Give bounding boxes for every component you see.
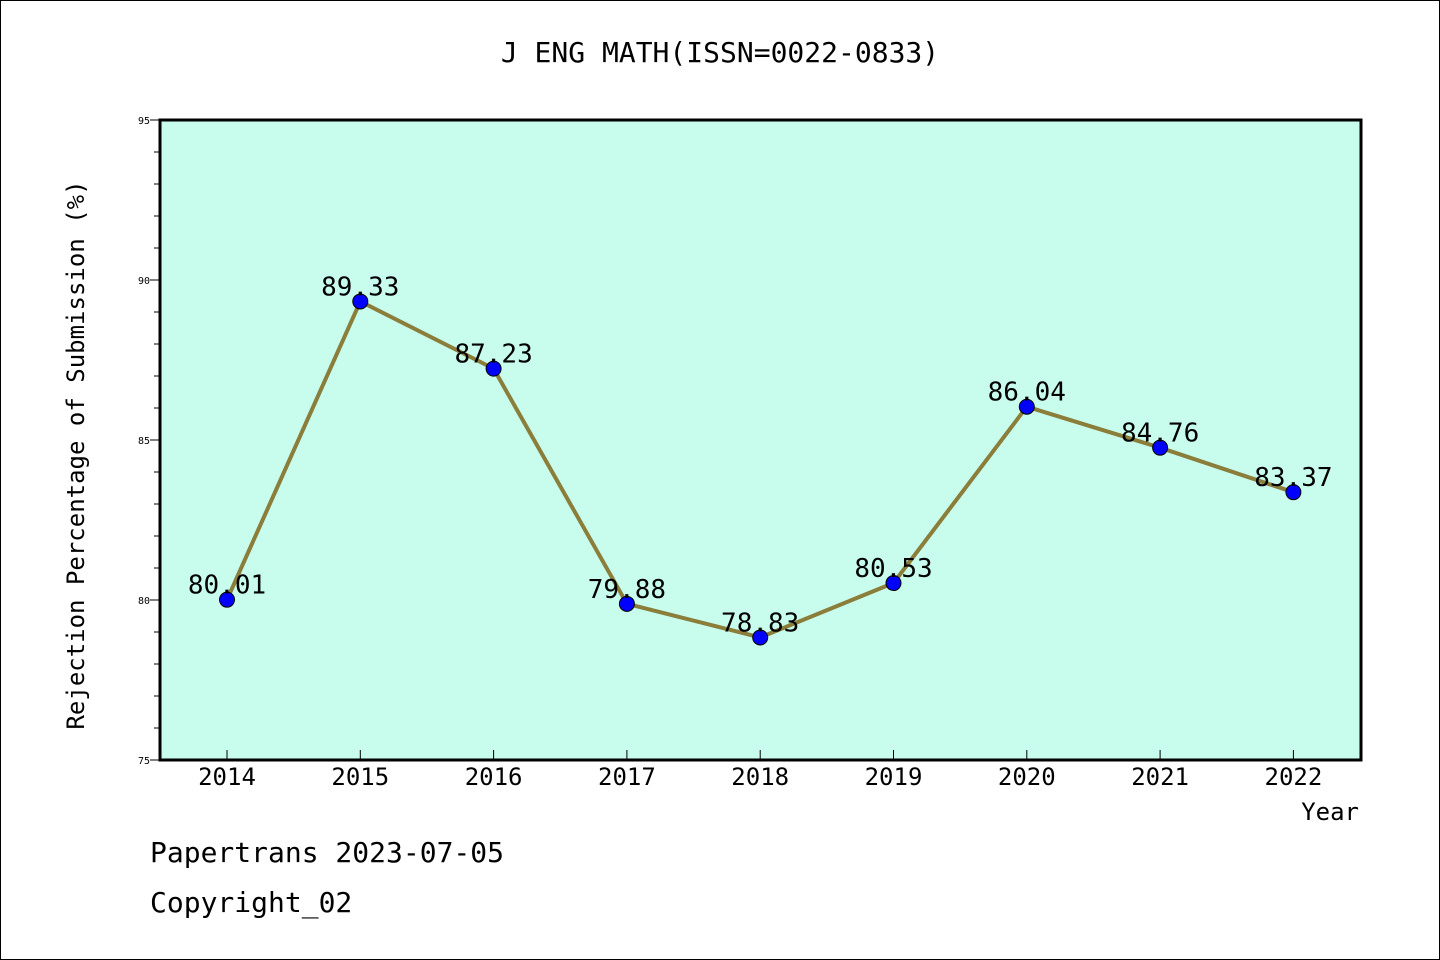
data-label: 78.83 — [721, 608, 799, 638]
x-tick-label: 2020 — [998, 763, 1056, 791]
data-point-marker — [1018, 398, 1035, 415]
data-label: 79.88 — [588, 575, 666, 605]
data-point-marker — [618, 595, 635, 612]
series-markers — [219, 293, 1302, 646]
x-tick-label: 2021 — [1131, 763, 1189, 791]
y-tick-label: 95 — [138, 116, 150, 127]
data-point-marker — [752, 629, 769, 646]
footer-source-date: Papertrans 2023-07-05 — [150, 836, 505, 869]
x-tick-label: 2018 — [731, 763, 789, 791]
data-point-marker — [485, 360, 502, 377]
x-tick-label: 2019 — [865, 763, 923, 791]
chart-title: J ENG MATH(ISSN=0022-0833) — [500, 36, 940, 69]
data-point-marker — [1285, 484, 1302, 501]
data-label: 87.23 — [454, 340, 532, 370]
data-label: 80.53 — [854, 554, 932, 584]
y-axis: 75 80 85 90 95 — [138, 116, 160, 767]
footer-copyright: Copyright_02 — [150, 886, 353, 919]
x-tick-label: 2015 — [331, 763, 389, 791]
data-label: 89.33 — [321, 272, 399, 302]
x-tick-label: 2014 — [198, 763, 256, 791]
data-label: 86.04 — [988, 378, 1066, 408]
data-label: 84.76 — [1121, 419, 1199, 449]
x-tick-label: 2017 — [598, 763, 656, 791]
data-point-marker — [1152, 439, 1169, 456]
y-tick-label: 90 — [138, 276, 150, 287]
y-axis-label: Rejection Percentage of Submission (%) — [62, 180, 90, 729]
x-axis: 2014 2015 2016 2017 2018 2019 2020 2021 2022 — [198, 750, 1322, 791]
y-tick-label: 75 — [138, 756, 150, 767]
y-tick-label: 85 — [138, 436, 150, 447]
data-label: 80.01 — [188, 571, 266, 601]
x-axis-label: Year — [1301, 798, 1359, 826]
data-labels: 80.01 89.33 87.23 79.88 78.83 80.53 86.04 84.76… — [188, 272, 1333, 638]
x-tick-label: 2022 — [1265, 763, 1323, 791]
data-point-marker — [885, 575, 902, 592]
data-point-marker — [352, 293, 369, 310]
x-tick-label: 2016 — [465, 763, 523, 791]
data-point-marker — [219, 591, 235, 608]
y-tick-label: 80 — [138, 596, 150, 607]
data-label: 83.37 — [1254, 463, 1332, 493]
